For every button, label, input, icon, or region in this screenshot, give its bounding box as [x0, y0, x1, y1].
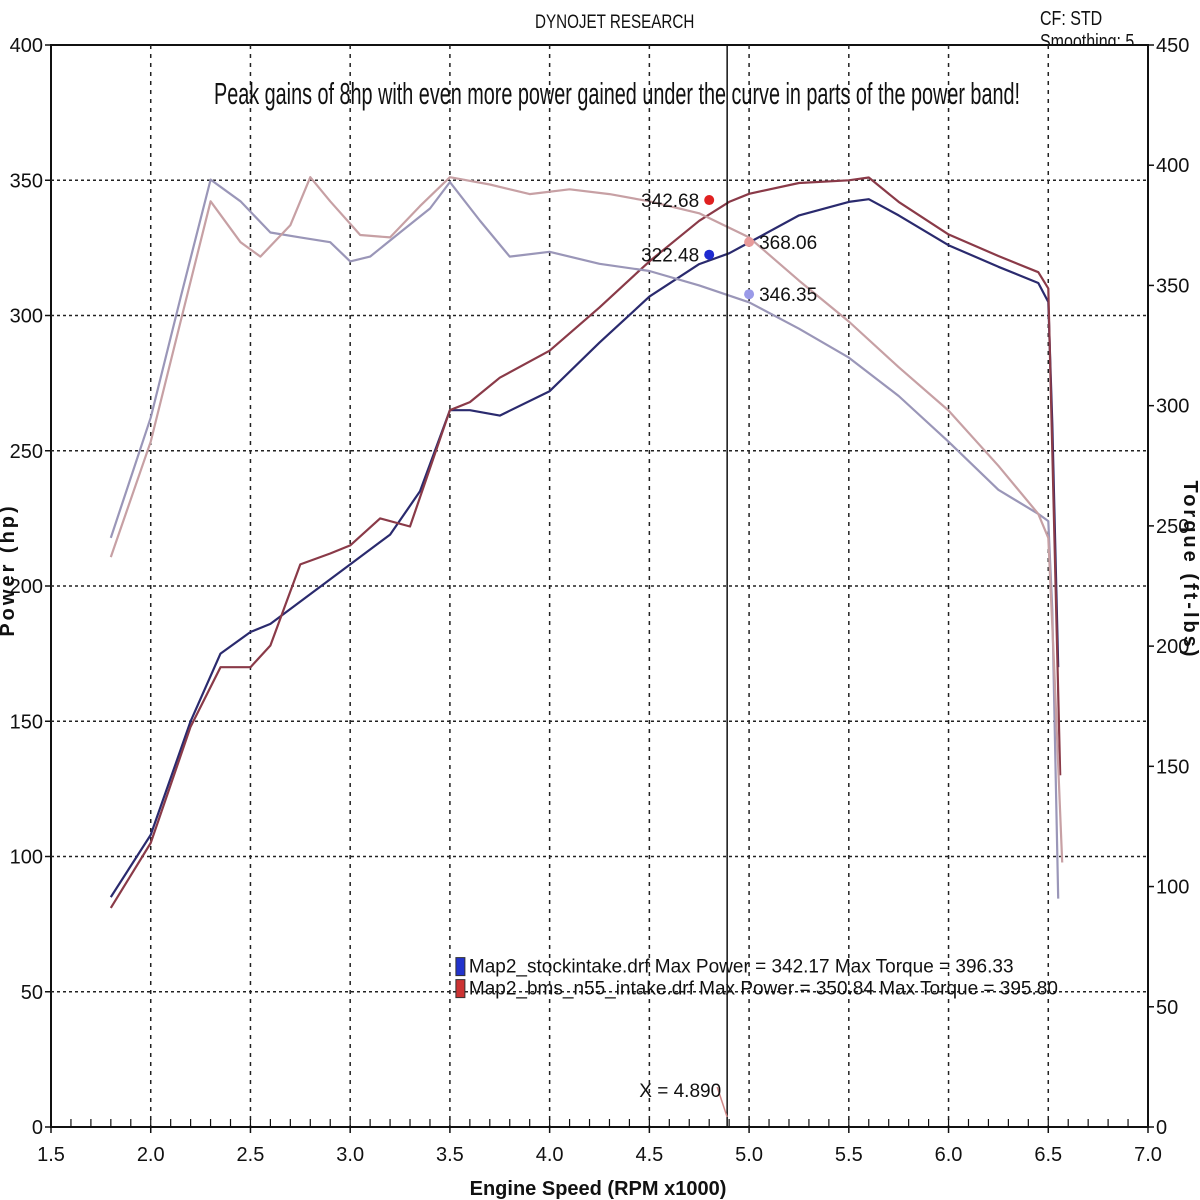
- cursor-pointer: [716, 1086, 728, 1118]
- legend-swatch: [455, 957, 466, 977]
- y-tick-label: 400: [10, 35, 43, 57]
- x-tick-label: 5.5: [835, 1144, 863, 1166]
- cursor-layer: X = 4.890: [639, 45, 728, 1127]
- x-axis-ticks: 1.5 2.0 2.5 3.0 3.5 4.0 4.5 5.0 5.5 6.0 6.5 7.0: [37, 1127, 1162, 1166]
- x-tick-label: 4.5: [635, 1144, 663, 1166]
- x-tick-label: 2.5: [237, 1144, 265, 1166]
- chart-title: Peak gains of 8hp with even more power g…: [214, 76, 1020, 111]
- point-marker: [744, 237, 755, 248]
- y2-tick-label: 200: [1156, 636, 1189, 658]
- y2-tick-label: 400: [1156, 155, 1189, 177]
- y2-tick-label: 250: [1156, 516, 1189, 538]
- y-axis-ticks: 0 50 100 150 200 250 300 350 400: [10, 35, 51, 1139]
- series-torque-line: [109, 176, 1064, 863]
- y-tick-label: 100: [10, 847, 43, 869]
- dyno-header-title: DYNOJET RESEARCH: [535, 12, 695, 33]
- y-tick-label: 200: [10, 576, 43, 598]
- series-power-line: [109, 176, 1062, 909]
- x-tick-label: 3.0: [336, 1144, 364, 1166]
- x-minor-ticks: [50, 1119, 1149, 1127]
- y2-tick-label: 100: [1156, 877, 1189, 899]
- series-layer: [109, 176, 1064, 909]
- point-marker: [704, 249, 715, 260]
- y-tick-label: 350: [10, 170, 43, 192]
- x-tick-label: 5.0: [735, 1144, 763, 1166]
- legend-entry: Map2_stockintake.drf Max Power = 342.17 …: [469, 957, 1014, 978]
- point-labels: 342.68 322.48 368.06 346.35: [641, 191, 817, 306]
- point-value-label: 346.35: [759, 285, 817, 306]
- x-tick-label: 7.0: [1134, 1144, 1162, 1166]
- point-marker: [704, 195, 715, 206]
- series-power-line: [109, 198, 1060, 898]
- legend: Map2_stockintake.drf Max Power = 342.17 …: [455, 957, 1058, 1000]
- x-tick-label: 4.0: [536, 1144, 564, 1166]
- x-axis-title: Engine Speed (RPM x1000): [470, 1178, 727, 1200]
- x-tick-label: 3.5: [436, 1144, 464, 1166]
- y-tick-label: 150: [10, 711, 43, 733]
- y-tick-label: 250: [10, 441, 43, 463]
- y-tick-label: 0: [32, 1117, 43, 1139]
- y2-axis-ticks: 0 50 100 150 200 250 300 350 400 450: [1148, 35, 1189, 1139]
- x-tick-label: 2.0: [137, 1144, 165, 1166]
- legend-swatch: [455, 979, 466, 999]
- x-tick-label: 6.0: [935, 1144, 963, 1166]
- x-tick-label: 1.5: [37, 1144, 65, 1166]
- legend-entry: Map2_bms_n55_intake.drf Max Power = 350.…: [469, 979, 1058, 1000]
- x-tick-label: 6.5: [1034, 1144, 1062, 1166]
- cursor-label: X = 4.890: [639, 1081, 721, 1102]
- point-value-label: 368.06: [759, 233, 817, 254]
- y-axis-title: Power (hp): [0, 503, 19, 636]
- y2-tick-label: 450: [1156, 35, 1189, 57]
- y2-tick-label: 300: [1156, 396, 1189, 418]
- y2-tick-label: 50: [1156, 997, 1178, 1019]
- y2-tick-label: 350: [1156, 275, 1189, 297]
- point-value-label: 342.68: [641, 191, 699, 212]
- y2-tick-label: 0: [1156, 1117, 1167, 1139]
- y2-axis-title: Torque (ft-lbs): [1179, 480, 1200, 659]
- y-tick-label: 50: [21, 982, 43, 1004]
- grid-lines: [51, 45, 1148, 1127]
- series-torque-line: [109, 178, 1060, 899]
- point-marker: [744, 289, 755, 300]
- point-value-label: 322.48: [641, 246, 699, 267]
- y2-tick-label: 150: [1156, 756, 1189, 778]
- y-tick-label: 300: [10, 306, 43, 328]
